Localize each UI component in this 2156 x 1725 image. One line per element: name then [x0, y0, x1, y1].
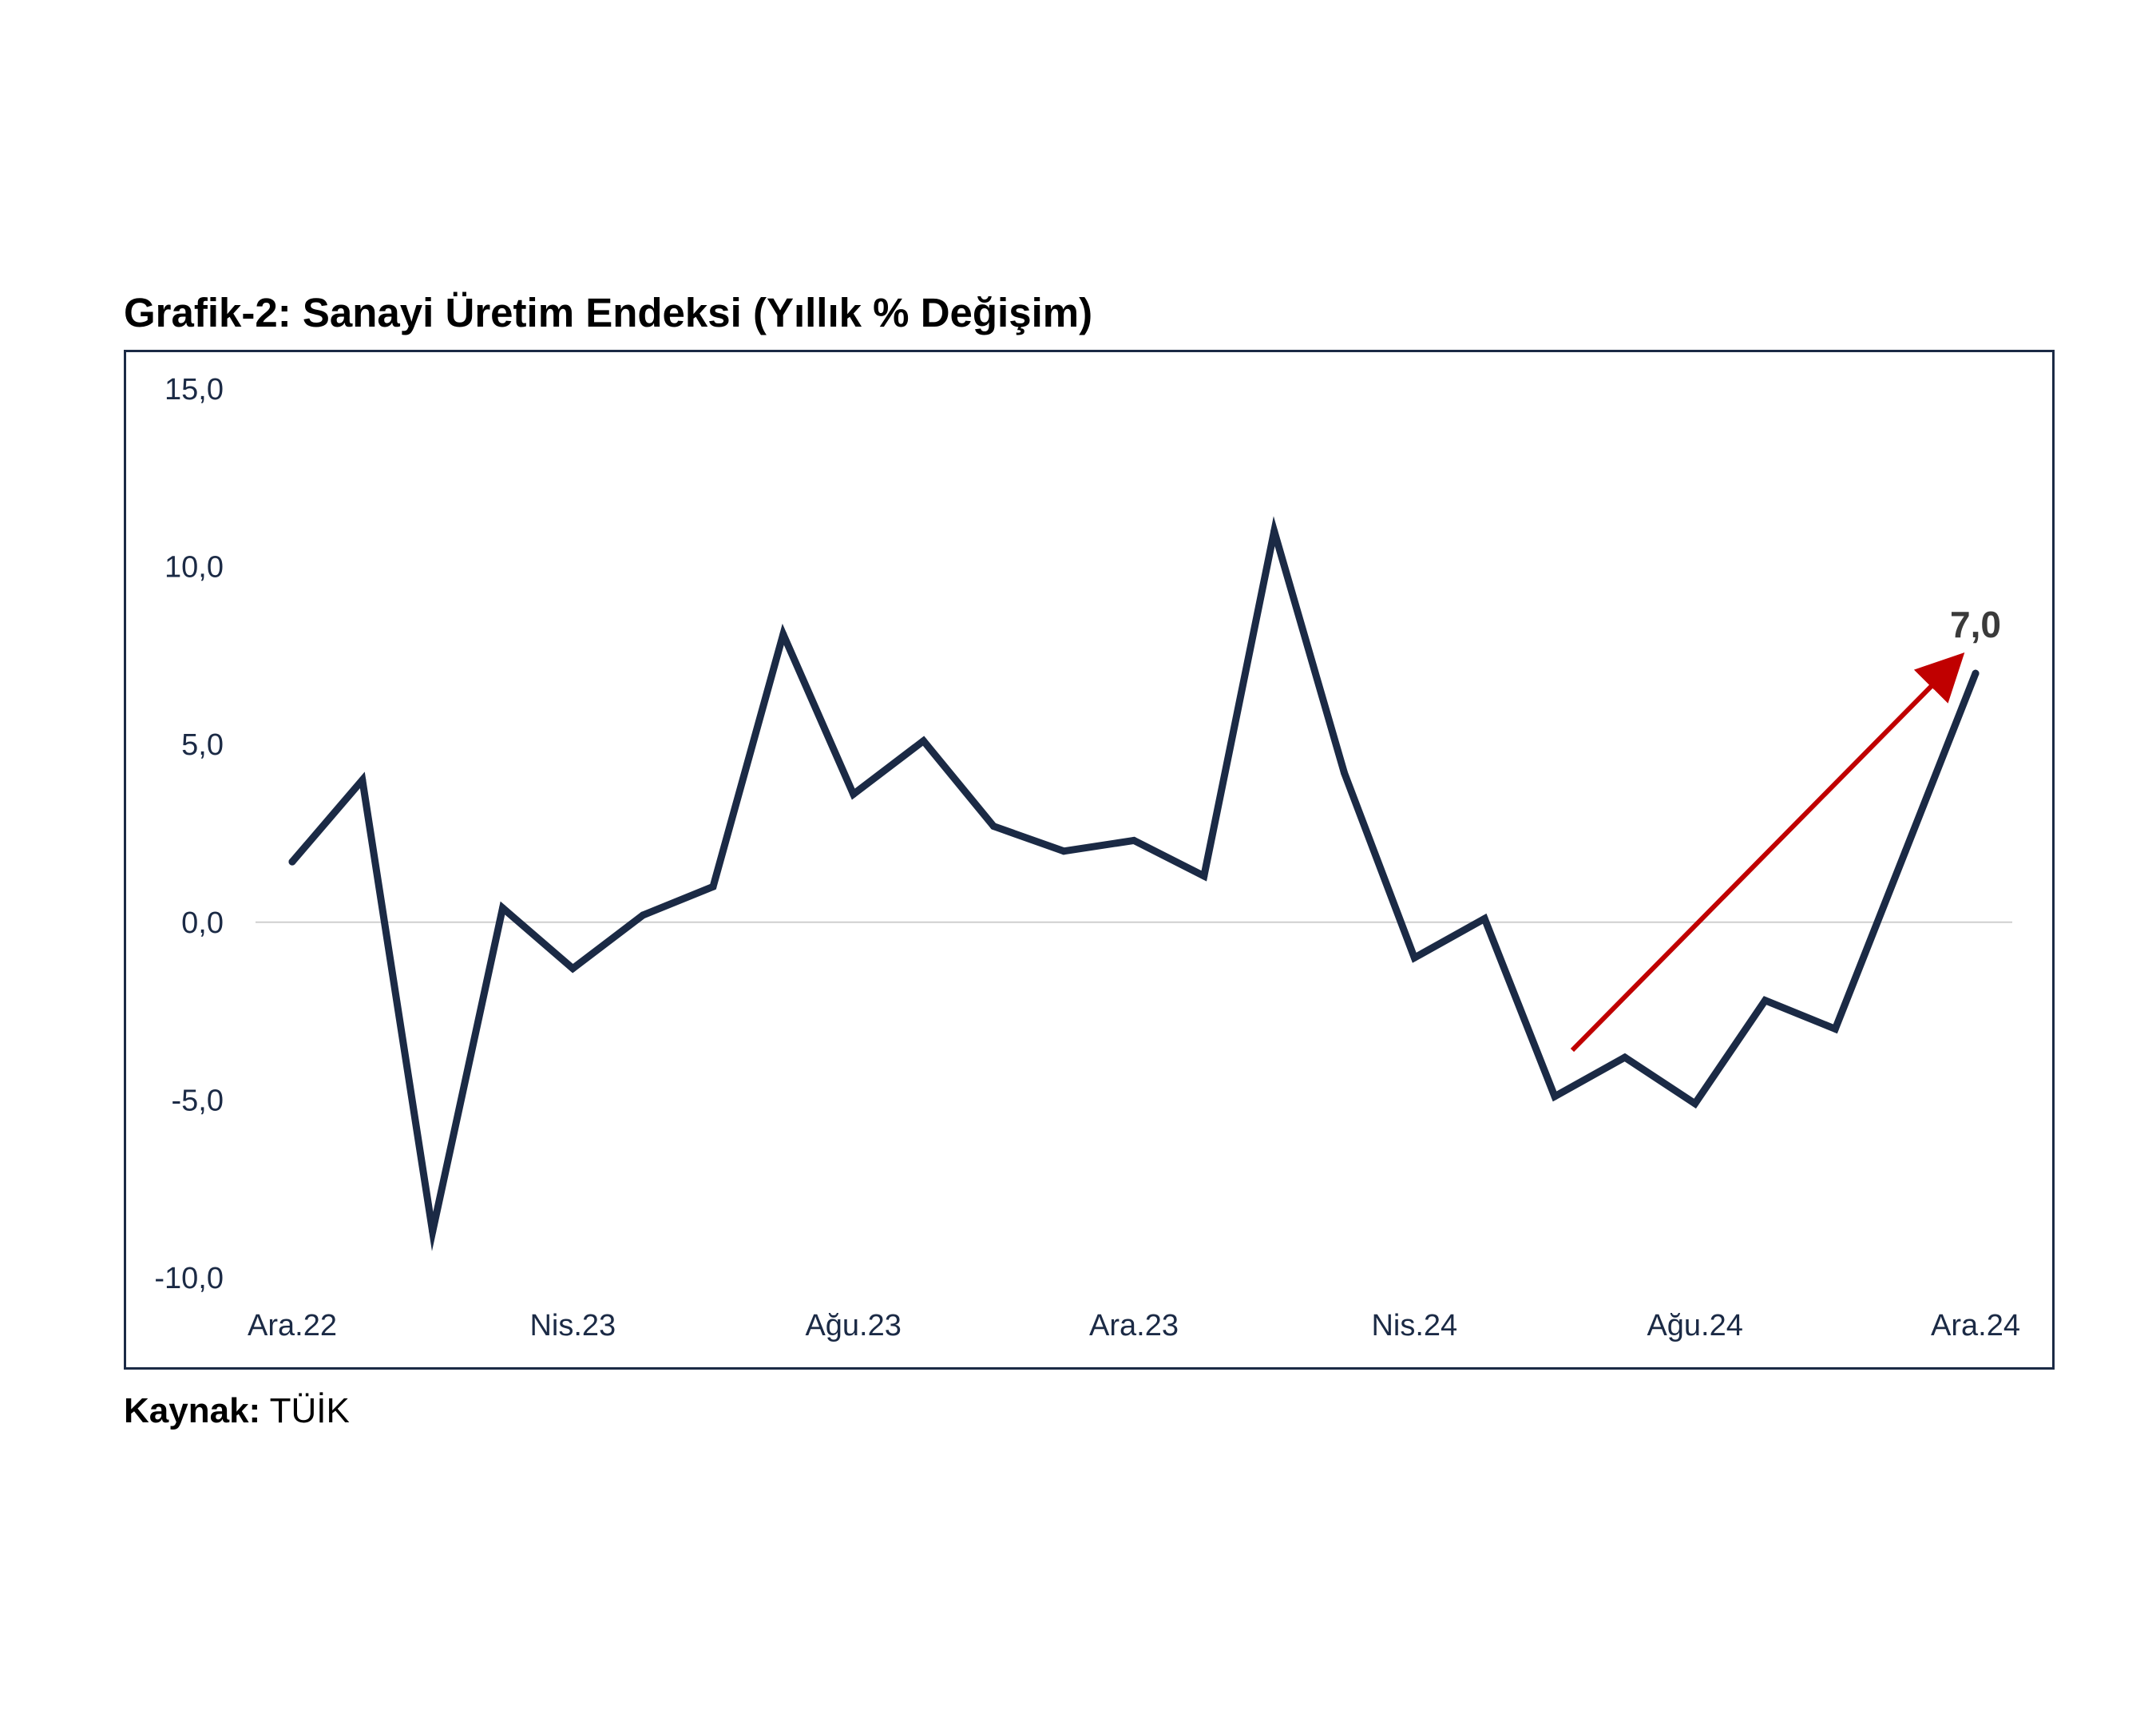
data-point	[1551, 1092, 1559, 1100]
data-point	[850, 791, 858, 799]
y-tick-label: 0,0	[181, 906, 224, 940]
data-point	[1130, 836, 1138, 844]
data-point	[288, 858, 296, 866]
end-value-label: 7,0	[1950, 604, 2001, 645]
data-point	[1621, 1053, 1629, 1061]
data-point	[1691, 1100, 1699, 1108]
source-note: Kaynak: TÜİK	[124, 1391, 350, 1431]
source-value: TÜİK	[269, 1391, 350, 1430]
y-tick-label: 5,0	[181, 728, 224, 762]
x-tick-label: Ara.22	[248, 1309, 337, 1342]
data-point	[1200, 872, 1208, 880]
chart-title: Grafik-2: Sanayi Üretim Endeksi (Yıllık …	[124, 290, 1093, 335]
data-point	[1270, 527, 1278, 535]
x-tick-label: Ara.23	[1089, 1309, 1179, 1342]
x-tick-label: Nis.24	[1371, 1309, 1457, 1342]
data-point	[709, 882, 717, 890]
data-point	[920, 737, 927, 745]
data-point	[359, 776, 367, 784]
trend-arrow	[1570, 652, 1965, 1053]
y-tick-label: 10,0	[164, 551, 224, 585]
y-tick-label: 15,0	[164, 373, 224, 406]
x-tick-label: Ara.24	[1931, 1309, 2020, 1342]
data-point	[429, 1227, 437, 1235]
data-point	[639, 911, 647, 919]
x-tick-label: Ağu.23	[805, 1309, 901, 1342]
data-point	[499, 904, 506, 912]
source-label: Kaynak:	[124, 1391, 261, 1430]
data-point	[1831, 1025, 1839, 1033]
chart-frame	[124, 350, 2055, 1370]
data-point	[779, 630, 787, 638]
data-point	[1410, 954, 1418, 962]
x-tick-label: Ağu.24	[1647, 1309, 1742, 1342]
data-point	[569, 965, 577, 973]
data-point	[1341, 769, 1348, 777]
data-point	[1901, 847, 1909, 855]
y-tick-label: -5,0	[172, 1084, 224, 1117]
x-tick-label: Nis.23	[529, 1309, 616, 1342]
data-point	[1480, 914, 1488, 922]
data-point	[1060, 847, 1068, 855]
data-point	[989, 823, 997, 831]
data-point	[1972, 669, 1980, 677]
y-tick-label: -10,0	[154, 1262, 224, 1295]
data-point	[1762, 997, 1769, 1005]
series-line	[288, 516, 1980, 1251]
